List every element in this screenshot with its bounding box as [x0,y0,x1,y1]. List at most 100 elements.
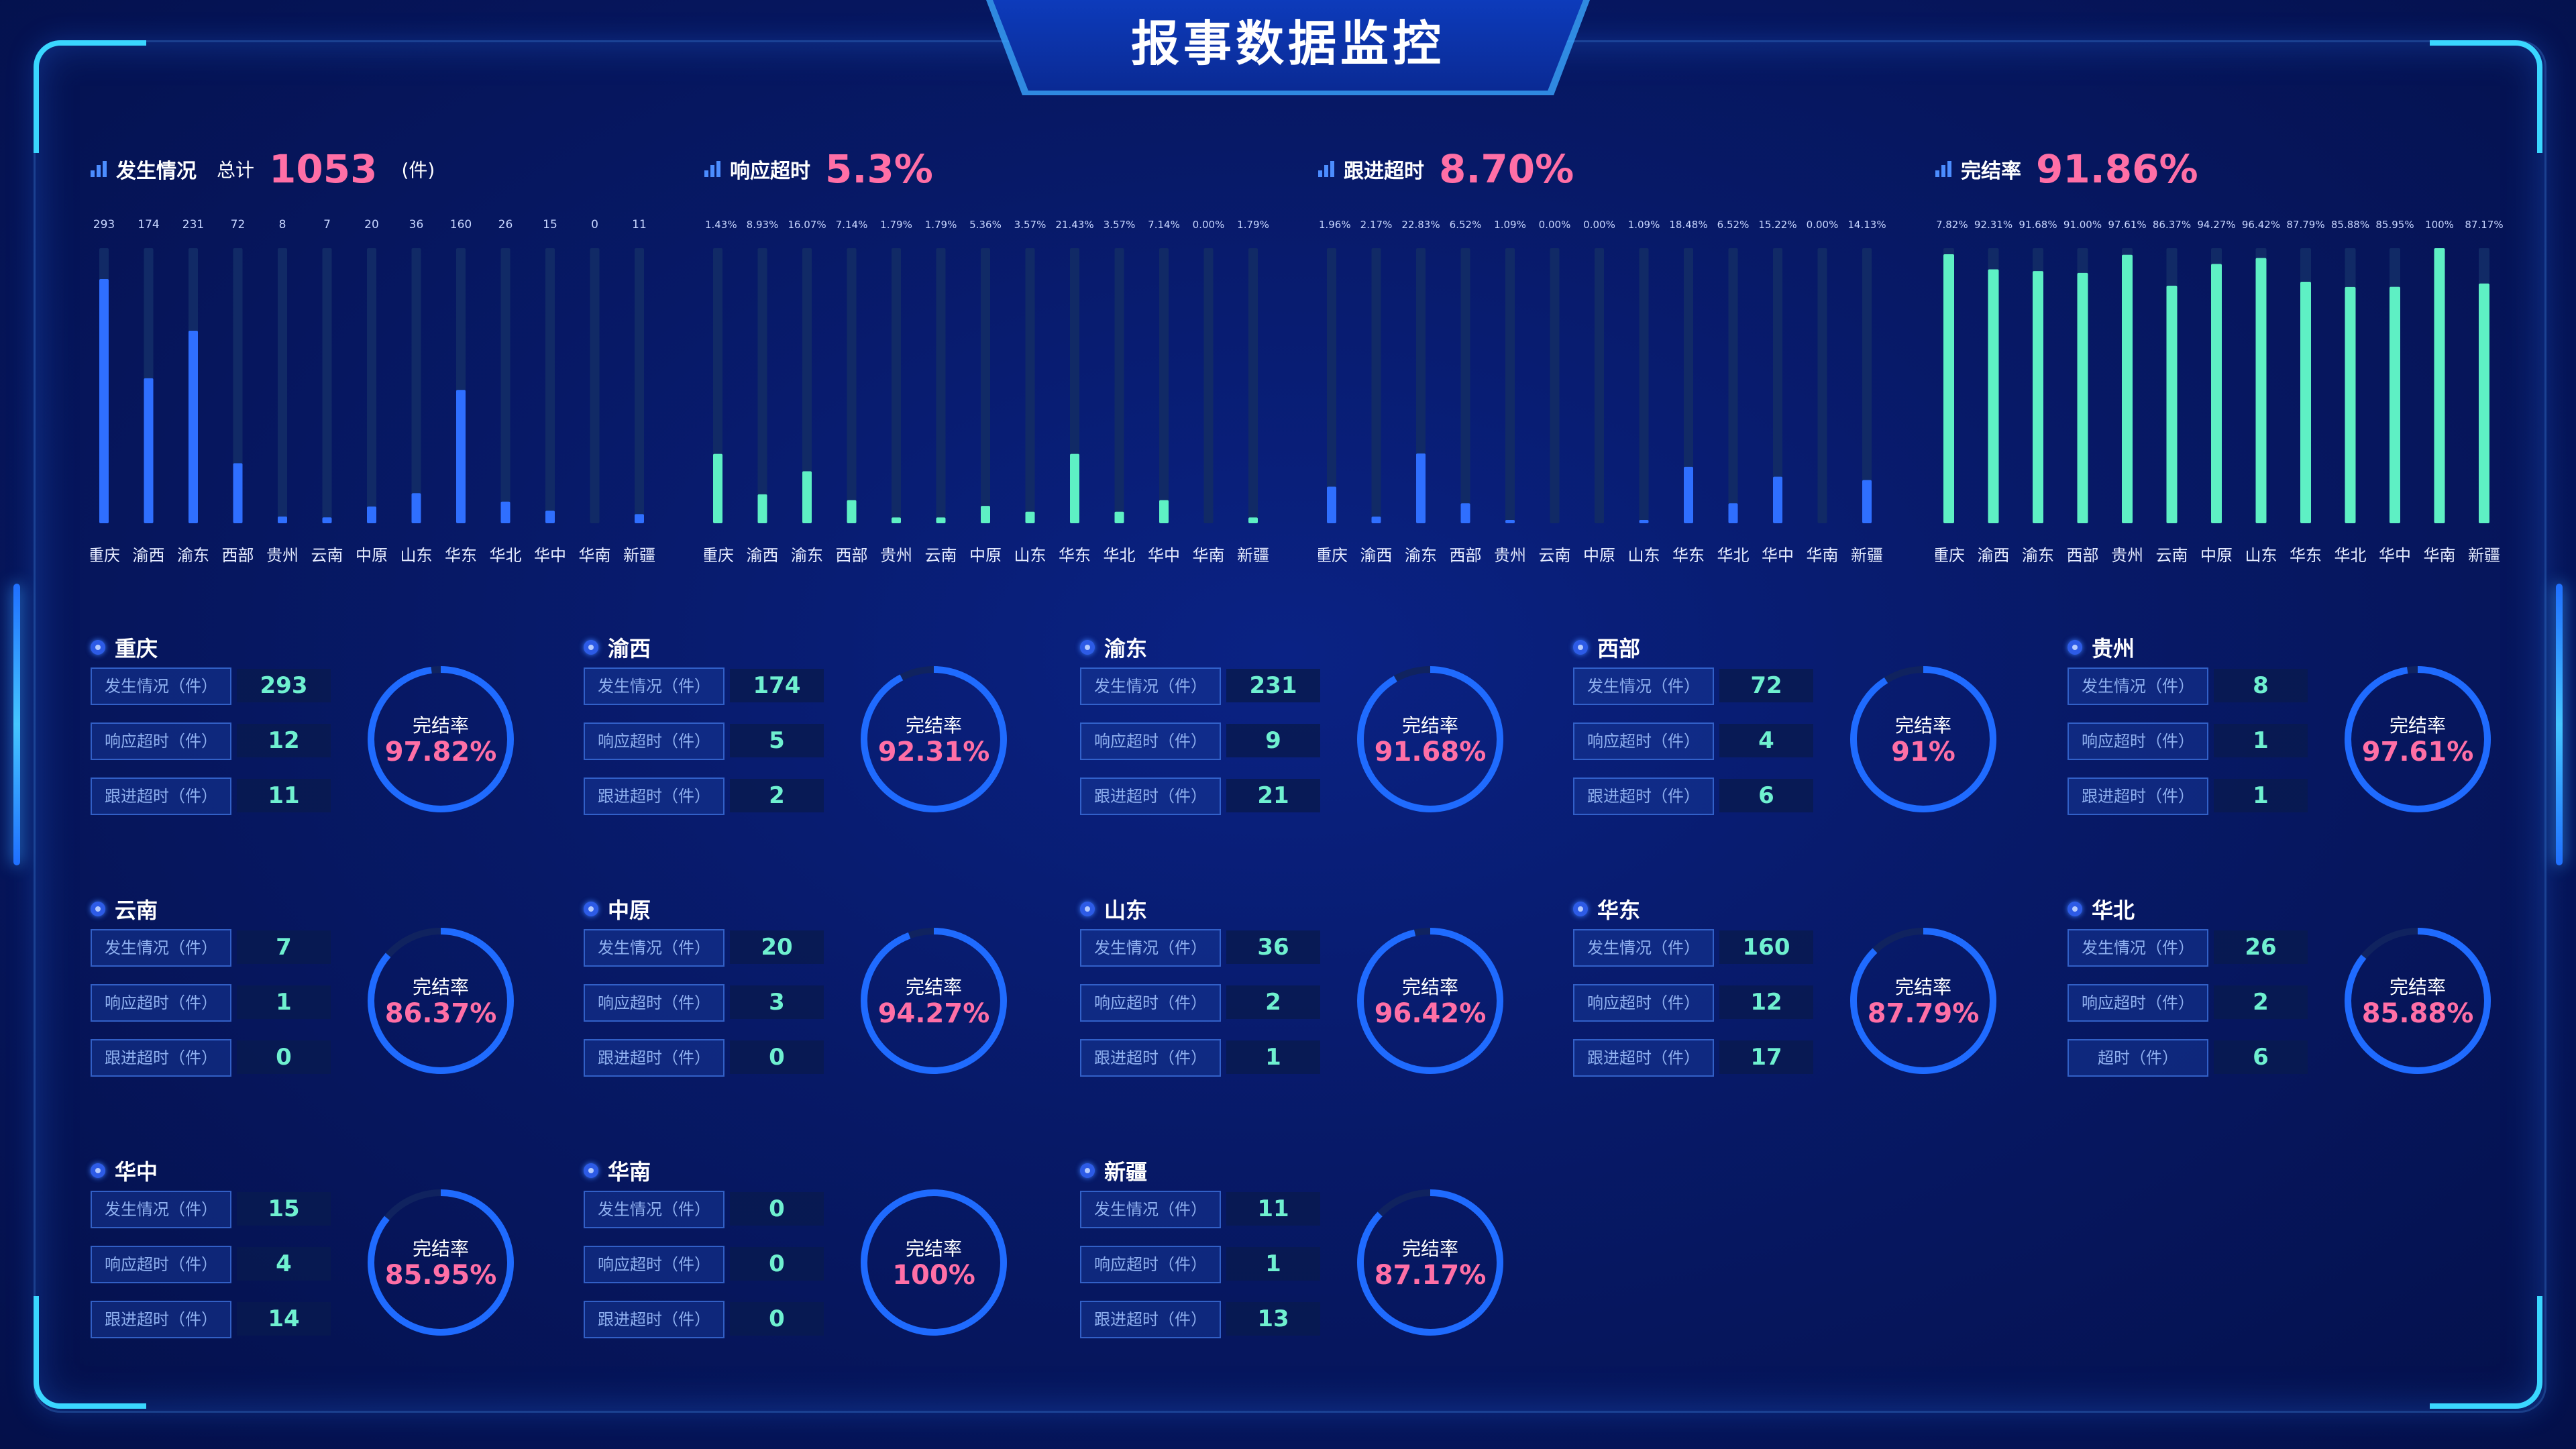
category-label: 渝西 [1360,546,1393,565]
bar[interactable] [2255,258,2267,523]
bar[interactable] [1248,517,1258,523]
region-name: 华东 [1597,898,1641,923]
category-label: 渝东 [2022,546,2054,565]
bar[interactable] [713,453,722,523]
bar[interactable] [1773,476,1782,523]
bar-track [411,248,421,523]
bar[interactable] [1025,511,1035,523]
bar[interactable] [322,517,332,523]
region-card[interactable]: 贵州 发生情况（件） 8 响应超时（件） 1 跟进超时（件） 1 完结率 97.61% [2068,634,2504,835]
bar[interactable] [189,331,198,523]
metric-label: 发生情况（件） [584,667,724,705]
bar[interactable] [1728,503,1738,523]
bar[interactable] [2479,283,2489,523]
bar[interactable] [2434,248,2445,523]
metric-label: 发生情况（件） [1573,667,1714,705]
bar[interactable] [892,517,901,523]
region-card[interactable]: 山东 发生情况（件） 36 响应超时（件） 2 跟进超时（件） 1 完结率 96.42% [1080,896,1516,1097]
bar[interactable] [233,463,243,523]
bar[interactable] [1684,466,1693,523]
location-pin-icon [1573,640,1588,655]
bar-value-label: 15.22% [1758,219,1796,231]
bar[interactable] [635,514,644,523]
metric-row: 响应超时（件） 0 [584,1246,825,1283]
category-label: 西部 [1450,546,1482,565]
bar-value-label: 92.31% [1974,219,2012,231]
frame-corner-bottom-right [2430,1296,2542,1409]
metric-row: 发生情况（件） 0 [584,1191,825,1228]
region-card[interactable]: 云南 发生情况（件） 7 响应超时（件） 1 跟进超时（件） 0 完结率 86.37% [91,896,527,1097]
region-card[interactable]: 新疆 发生情况（件） 11 响应超时（件） 1 跟进超时（件） 13 完结率 87.17% [1080,1157,1516,1358]
bar[interactable] [802,471,812,523]
ring-gauge [2345,666,2491,812]
bar-value-label: 96.42% [2242,219,2280,231]
bar[interactable] [411,493,421,523]
region-card[interactable]: 华北 发生情况（件） 26 响应超时（件） 2 超时（件） 6 完结率 85.88% [2068,896,2504,1097]
bar[interactable] [936,517,946,523]
bar[interactable] [2166,285,2178,523]
bar[interactable] [2390,286,2400,523]
bar[interactable] [456,390,466,523]
category-label: 华北 [1717,546,1750,565]
bar[interactable] [1070,453,1079,523]
bar-track [1505,248,1515,523]
bar[interactable] [1639,520,1649,523]
bar[interactable] [1943,254,1954,523]
region-card[interactable]: 西部 发生情况（件） 72 响应超时（件） 4 跟进超时（件） 6 完结率 91% [1573,634,2009,835]
bar[interactable] [1988,269,1999,523]
bar[interactable] [1114,511,1124,523]
category-label: 华南 [2424,546,2456,565]
ring-title: 完结率 [412,1238,469,1260]
category-label: 华南 [579,546,611,565]
region-card[interactable]: 中原 发生情况（件） 20 响应超时（件） 3 跟进超时（件） 0 完结率 94.27% [584,896,1020,1097]
bar[interactable] [1505,520,1515,523]
bar[interactable] [1159,500,1169,523]
region-card[interactable]: 华中 发生情况（件） 15 响应超时（件） 4 跟进超时（件） 14 完结率 85.95% [91,1157,527,1358]
bar[interactable] [2345,286,2356,523]
bar[interactable] [1327,486,1336,523]
bar-value-label: 6.52% [1717,219,1750,231]
bar-track [1248,248,1258,523]
bar-value-label: 8.93% [747,219,779,231]
bar[interactable] [500,501,511,523]
region-name: 华北 [2092,898,2135,923]
bar[interactable] [2211,264,2222,523]
chart-title: 响应超时 [730,160,810,183]
bar[interactable] [1371,517,1381,523]
metric-label: 跟进超时（件） [1573,1039,1714,1077]
bar[interactable] [981,506,990,523]
bar[interactable] [2077,272,2088,523]
left-glow-bar [13,584,20,865]
bar[interactable] [2300,282,2311,523]
bar[interactable] [1460,503,1470,523]
bar[interactable] [2122,254,2133,523]
bar[interactable] [847,500,857,523]
bar[interactable] [367,506,376,523]
bar[interactable] [757,494,767,523]
region-card[interactable]: 渝东 发生情况（件） 231 响应超时（件） 9 跟进超时（件） 21 完结率 91.68% [1080,634,1516,835]
bar[interactable] [2033,271,2043,523]
region-card[interactable]: 重庆 发生情况（件） 293 响应超时（件） 12 跟进超时（件） 11 完结率 97.82% [91,634,527,835]
category-label: 重庆 [91,546,120,565]
region-card[interactable]: 渝西 发生情况（件） 174 响应超时（件） 5 跟进超时（件） 2 完结率 92.31% [584,634,1020,835]
bar[interactable] [278,517,287,523]
region-card[interactable]: 华南 发生情况（件） 0 响应超时（件） 0 跟进超时（件） 0 完结率 100% [584,1157,1020,1358]
bar[interactable] [1416,453,1426,523]
bar-track [1460,248,1470,523]
bar-value-label: 86.37% [2153,219,2191,231]
bar-track [757,248,767,523]
metric-value: 1 [2214,724,2308,757]
bar[interactable] [144,378,154,523]
metric-value: 4 [1719,724,1813,757]
category-label: 华中 [2379,546,2411,565]
bar[interactable] [545,511,555,523]
metric-value: 14 [237,1302,331,1336]
bar-value-label: 16.07% [788,219,826,231]
bar-track [1639,248,1649,523]
region-card[interactable]: 华东 发生情况（件） 160 响应超时（件） 12 跟进超时（件） 17 完结率 87.79% [1573,896,2009,1097]
bar[interactable] [1862,480,1872,523]
bar[interactable] [99,278,109,523]
metric-row: 响应超时（件） 1 [1080,1246,1322,1283]
category-label: 贵州 [266,546,299,565]
bar-value-label: 1.79% [925,219,957,231]
